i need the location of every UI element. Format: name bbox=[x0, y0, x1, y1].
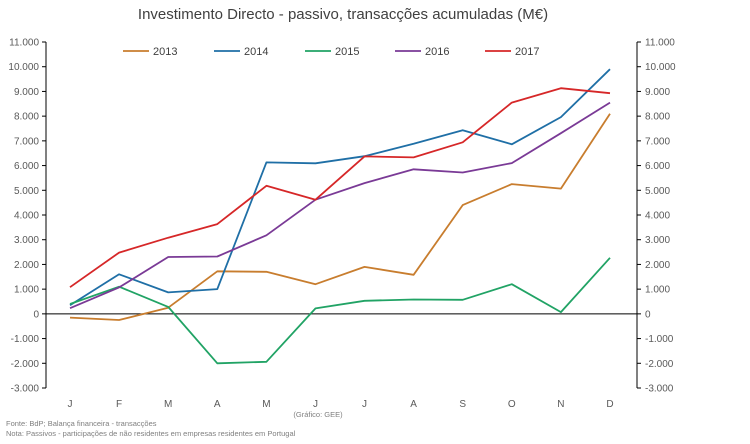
right-tick-label: -3.000 bbox=[645, 384, 674, 395]
left-tick-label: 6.000 bbox=[14, 161, 39, 172]
left-tick-label: 8.000 bbox=[14, 112, 39, 123]
right-tick-label: 8.000 bbox=[645, 112, 670, 123]
left-tick-label: 2.000 bbox=[14, 260, 39, 271]
left-tick-label: 0 bbox=[33, 309, 39, 320]
left-tick-label: -3.000 bbox=[11, 384, 40, 395]
right-tick-label: 2.000 bbox=[645, 260, 670, 271]
legend-label: 2016 bbox=[425, 46, 449, 58]
left-y-axis: -3.000 -2.000 -1.000 0 1.000 2.000 3.000 4.000 5… bbox=[8, 38, 47, 395]
chart-legend: 2013 2014 2015 2016 2017 bbox=[123, 46, 539, 58]
source-note: Fonte: BdP; Balança financeira - transac… bbox=[6, 419, 157, 428]
left-tick-label: 3.000 bbox=[14, 235, 39, 246]
left-tick-label: -1.000 bbox=[11, 334, 40, 345]
right-tick-label: 6.000 bbox=[645, 161, 670, 172]
x-tick-label: M bbox=[262, 399, 270, 410]
legend-label: 2013 bbox=[153, 46, 177, 58]
footnote: Nota: Passivos - participações de não re… bbox=[6, 429, 296, 438]
right-tick-label: 11.000 bbox=[645, 38, 675, 49]
series-line-2016 bbox=[69, 101, 611, 310]
x-tick-label: A bbox=[214, 399, 221, 410]
x-tick-label: J bbox=[313, 399, 318, 410]
x-tick-label: A bbox=[410, 399, 417, 410]
left-tick-label: 4.000 bbox=[14, 211, 39, 222]
left-tick-label: 5.000 bbox=[14, 186, 39, 197]
left-tick-label: 7.000 bbox=[14, 136, 39, 147]
x-tick-label: O bbox=[508, 399, 516, 410]
x-tick-label: D bbox=[606, 399, 613, 410]
plot-area bbox=[69, 68, 611, 365]
graphic-credit: (Gráfico: GEE) bbox=[293, 410, 343, 419]
right-tick-label: -2.000 bbox=[645, 359, 674, 370]
right-tick-label: 3.000 bbox=[645, 235, 670, 246]
left-tick-label: 9.000 bbox=[14, 87, 39, 98]
right-tick-label: 0 bbox=[645, 309, 651, 320]
right-tick-label: 10.000 bbox=[645, 62, 676, 73]
right-y-axis: -3.000 -2.000 -1.000 0 1.000 2.000 3.000 4.000 5… bbox=[636, 38, 676, 395]
series-line-2013 bbox=[69, 113, 611, 321]
left-tick-label: 11.000 bbox=[9, 38, 39, 49]
series-line-2014 bbox=[69, 68, 611, 306]
x-tick-label: J bbox=[68, 399, 73, 410]
x-tick-label: M bbox=[164, 399, 172, 410]
x-tick-label: J bbox=[362, 399, 367, 410]
legend-label: 2015 bbox=[335, 46, 359, 58]
left-tick-label: 10.000 bbox=[8, 62, 39, 73]
right-tick-label: 5.000 bbox=[645, 186, 670, 197]
left-tick-label: 1.000 bbox=[14, 285, 39, 296]
chart-title: Investimento Directo - passivo, transacç… bbox=[138, 6, 548, 23]
right-tick-label: -1.000 bbox=[645, 334, 674, 345]
series-line-2015 bbox=[69, 257, 611, 365]
right-tick-label: 4.000 bbox=[645, 211, 670, 222]
right-tick-label: 1.000 bbox=[645, 285, 670, 296]
right-tick-label: 7.000 bbox=[645, 136, 670, 147]
legend-label: 2014 bbox=[244, 46, 268, 58]
legend-label: 2017 bbox=[515, 46, 539, 58]
x-tick-label: F bbox=[116, 399, 122, 410]
right-tick-label: 9.000 bbox=[645, 87, 670, 98]
x-tick-label: N bbox=[557, 399, 564, 410]
x-tick-label: S bbox=[459, 399, 466, 410]
series-line-2017 bbox=[69, 87, 611, 288]
left-tick-label: -2.000 bbox=[11, 359, 40, 370]
